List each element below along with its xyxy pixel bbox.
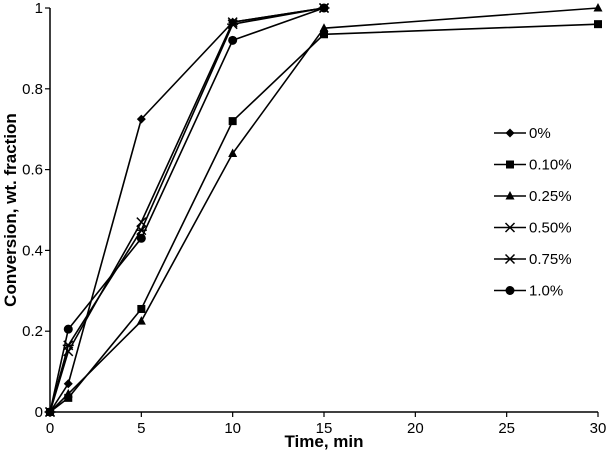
legend-label-0: 0% — [529, 125, 551, 142]
legend-marker-5 — [505, 286, 515, 295]
legend-item-5: 1.0% — [494, 283, 563, 300]
y-tick-label-0: 0 — [35, 404, 43, 421]
legend-marker-1 — [506, 160, 514, 169]
data-point-s1-p4 — [320, 30, 328, 39]
data-point-s1-p2 — [137, 304, 146, 313]
data-point-s2-p4 — [319, 23, 329, 32]
y-tick-label-1: 0.2 — [22, 323, 43, 340]
data-point-s3-p3 — [227, 17, 238, 28]
legend-label-3: 0.50% — [529, 220, 572, 237]
x-tick-label-4: 20 — [407, 420, 424, 437]
legend-marker-2 — [505, 191, 515, 200]
y-tick-label-5: 1 — [35, 0, 43, 17]
data-point-s5-p2 — [136, 233, 146, 243]
data-point-s5-p1 — [63, 324, 73, 334]
legend-label-2: 0.25% — [529, 188, 572, 205]
data-point-s1-p1 — [64, 393, 73, 402]
legend: 0% 0.10% 0.25% 0.50% 0.75% 1.0% — [494, 125, 572, 300]
data-point-s5-p3 — [228, 35, 238, 45]
y-tick-label-4: 0.8 — [22, 81, 43, 98]
x-axis-title: Time, min — [284, 432, 363, 451]
y-axis-title: Conversion, wt. fraction — [1, 113, 20, 307]
data-point-s2-p5 — [593, 3, 603, 12]
legend-item-4: 0.75% — [494, 251, 572, 268]
data-point-s0-p1 — [63, 379, 73, 389]
x-ticks: 0 5 10 15 20 25 30 — [46, 412, 607, 437]
axes — [49, 8, 598, 413]
y-ticks: 0 0.2 0.4 0.6 0.8 1 — [22, 0, 50, 421]
x-tick-label-3: 15 — [316, 420, 333, 437]
legend-item-0: 0% — [494, 125, 551, 142]
legend-marker-4 — [504, 253, 516, 265]
series-line-3 — [49, 7, 325, 413]
legend-label-4: 0.75% — [529, 251, 572, 268]
legend-label-5: 1.0% — [529, 283, 563, 300]
data-point-s4-p1 — [62, 340, 74, 351]
plot-markers — [44, 2, 603, 418]
series-line-0 — [49, 7, 325, 413]
data-point-s2-p1 — [63, 388, 73, 398]
legend-label-1: 0.10% — [529, 157, 572, 174]
data-point-s0-p2 — [136, 114, 146, 124]
x-tick-label-5: 25 — [498, 420, 515, 437]
data-point-s2-p2 — [136, 316, 146, 325]
y-tick-label-3: 0.6 — [22, 162, 43, 179]
data-point-s5-p4 — [319, 3, 329, 13]
legend-item-2: 0.25% — [494, 188, 572, 205]
data-point-s4-p2 — [135, 225, 147, 236]
legend-item-1: 0.10% — [494, 157, 572, 174]
x-tick-label-1: 5 — [137, 420, 145, 437]
data-point-s2-p3 — [228, 148, 238, 157]
data-point-s3-p2 — [136, 217, 147, 228]
series-line-1 — [49, 23, 599, 413]
data-point-s4-p3 — [227, 19, 239, 30]
legend-marker-3 — [504, 222, 516, 233]
data-point-s1-p3 — [228, 117, 237, 126]
x-tick-label-2: 10 — [224, 420, 241, 437]
series-line-4 — [49, 7, 325, 413]
x-tick-label-0: 0 — [46, 420, 54, 437]
series-line-5 — [49, 7, 325, 413]
legend-marker-0 — [505, 128, 515, 138]
data-point-s1-p5 — [594, 20, 602, 29]
y-tick-label-2: 0.4 — [22, 242, 43, 259]
x-tick-label-6: 30 — [590, 420, 607, 437]
series-line-2 — [49, 7, 599, 413]
legend-item-3: 0.50% — [494, 220, 572, 237]
plot-lines — [49, 7, 599, 413]
